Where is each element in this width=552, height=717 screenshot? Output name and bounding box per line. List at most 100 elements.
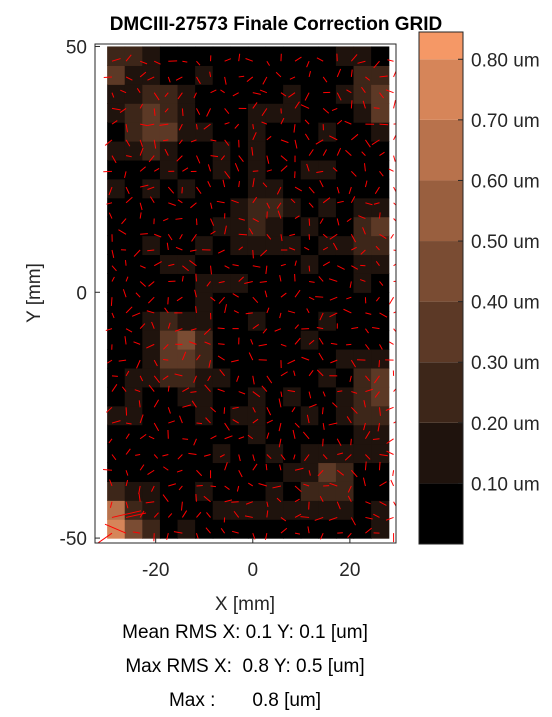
contour-cell <box>212 122 231 142</box>
contour-cell <box>300 141 319 161</box>
colorbar-band <box>419 422 463 484</box>
correction-vector <box>178 485 183 491</box>
contour-cell <box>265 386 284 407</box>
correction-vector <box>379 151 385 157</box>
correction-vector <box>139 71 147 78</box>
contour-cell <box>177 103 196 123</box>
correction-vector <box>181 108 184 117</box>
contour-cell <box>300 424 319 445</box>
correction-vector <box>365 454 371 460</box>
contour-cell <box>107 103 126 123</box>
contour-cell <box>283 405 302 426</box>
contour-cell <box>212 367 231 388</box>
correction-vector <box>234 123 240 129</box>
contour-cell <box>247 348 267 369</box>
correction-vector <box>179 234 183 240</box>
correction-vector <box>168 202 176 206</box>
correction-vector <box>104 523 127 534</box>
contour-cell <box>283 292 302 312</box>
correction-vector <box>177 199 183 204</box>
contour-cell <box>265 330 284 350</box>
contour-cell <box>177 254 196 274</box>
correction-vector <box>238 233 248 236</box>
contour-cell <box>353 462 372 482</box>
contour-cell <box>195 159 214 180</box>
correction-vector <box>104 139 113 146</box>
contour-cell <box>124 197 143 218</box>
correction-vector <box>238 436 245 440</box>
correction-vector <box>322 454 328 460</box>
correction-vector <box>219 369 226 377</box>
contour-cell <box>107 330 126 350</box>
correction-vector <box>238 155 244 163</box>
correction-vector <box>379 233 387 239</box>
contour-cell <box>265 46 284 66</box>
contour-cell <box>300 46 319 66</box>
correction-vector <box>365 501 371 505</box>
correction-vector <box>388 168 394 172</box>
contour-cell <box>159 367 179 388</box>
correction-vector <box>163 358 169 361</box>
correction-vector <box>317 469 324 477</box>
contour-cell <box>247 273 267 293</box>
correction-vector <box>125 501 129 509</box>
contour-cell <box>195 330 214 350</box>
correction-vector <box>379 501 387 506</box>
contour-cell <box>335 273 355 293</box>
x-tick-label: -20 <box>142 560 169 581</box>
correction-vector <box>360 249 366 255</box>
contour-cell <box>353 348 372 369</box>
contour-cell <box>318 292 337 312</box>
contour-cell <box>265 292 284 312</box>
contour-cell <box>159 46 179 66</box>
correction-vector <box>280 92 287 97</box>
correction-vectors <box>97 53 396 543</box>
correction-vector <box>111 454 117 461</box>
contour-cell <box>283 178 302 199</box>
contour-cell <box>247 405 267 426</box>
correction-vector <box>379 481 387 487</box>
colorbar-tick-label: 0.20 um <box>471 414 540 435</box>
correction-vector <box>328 278 338 282</box>
correction-vector <box>189 260 197 267</box>
correction-vector <box>266 454 272 460</box>
correction-vector <box>304 454 310 462</box>
correction-vector <box>280 155 288 162</box>
correction-vector <box>336 438 342 446</box>
contour-cell <box>318 348 337 369</box>
correction-vector <box>103 469 113 471</box>
correction-vector <box>167 233 173 241</box>
contour-cell <box>247 235 267 256</box>
contour-cell <box>247 254 267 274</box>
contour-cell <box>230 122 249 142</box>
contour-cell <box>159 424 179 445</box>
correction-vector <box>365 344 370 350</box>
correction-vector <box>379 92 385 99</box>
correction-vector <box>195 306 197 313</box>
correction-vector <box>365 202 373 206</box>
correction-vector <box>350 517 356 526</box>
correction-vector <box>176 469 183 473</box>
correction-vector <box>196 469 203 477</box>
contour-cell <box>195 103 214 123</box>
correction-vector <box>321 407 324 415</box>
correction-vector <box>315 296 324 298</box>
correction-vector <box>347 532 352 538</box>
correction-vector <box>153 139 157 149</box>
correction-vector <box>276 497 282 503</box>
correction-vector <box>203 454 211 457</box>
correction-vector <box>206 512 211 518</box>
contour-cell <box>124 46 143 66</box>
correction-vector <box>266 375 273 384</box>
contour-cell <box>283 330 302 350</box>
contour-cell <box>124 386 143 407</box>
correction-vector <box>365 388 373 393</box>
correction-vector <box>153 512 159 518</box>
correction-vector <box>322 108 330 114</box>
contour-cell <box>124 65 143 85</box>
correction-vector <box>238 391 246 395</box>
correction-vector <box>245 58 253 62</box>
contour-cell <box>230 443 249 464</box>
correction-vector <box>262 182 268 188</box>
correction-vector <box>266 233 272 240</box>
